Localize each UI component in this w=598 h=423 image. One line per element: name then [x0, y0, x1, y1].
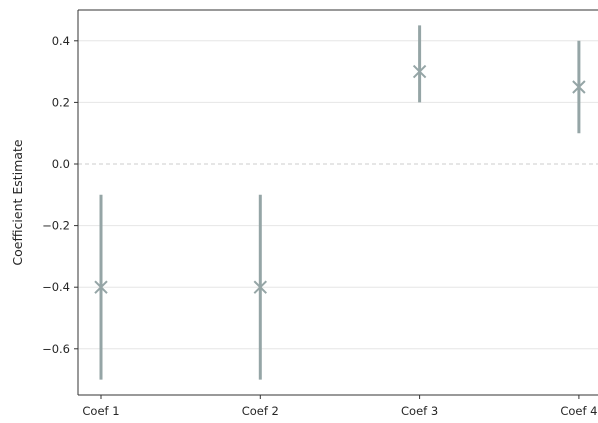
marker-stroke	[412, 64, 427, 79]
marker-stroke	[572, 80, 586, 94]
x-tick-label: Coef 1	[82, 404, 119, 418]
y-tick-label: −0.2	[42, 219, 70, 233]
estimate-marker	[412, 64, 427, 79]
y-tick-label: 0.4	[52, 34, 70, 48]
y-tick-label: −0.4	[42, 280, 70, 294]
data-layer	[94, 25, 586, 380]
axis-layer: −0.6 −0.4 −0.2 0.0 0.2 0.4 Coef 1 Coef 2 Coef 3 C…	[42, 9, 598, 418]
x-tick-label: Coef 3	[401, 404, 438, 418]
marker-stroke	[253, 280, 268, 294]
x-tick-label: Coef 2	[242, 404, 279, 418]
y-tick-label: −0.6	[42, 342, 70, 356]
y-axis-label: Coefficient Estimate	[10, 139, 25, 266]
estimate-marker	[572, 80, 586, 94]
grid-layer	[78, 40, 598, 350]
x-tick-label: Coef 4	[560, 404, 597, 418]
y-tick-label: 0.0	[52, 157, 70, 171]
estimate-marker	[94, 280, 108, 294]
marker-stroke	[94, 280, 108, 294]
estimate-marker	[253, 280, 268, 294]
y-tick-label: 0.2	[52, 95, 70, 109]
